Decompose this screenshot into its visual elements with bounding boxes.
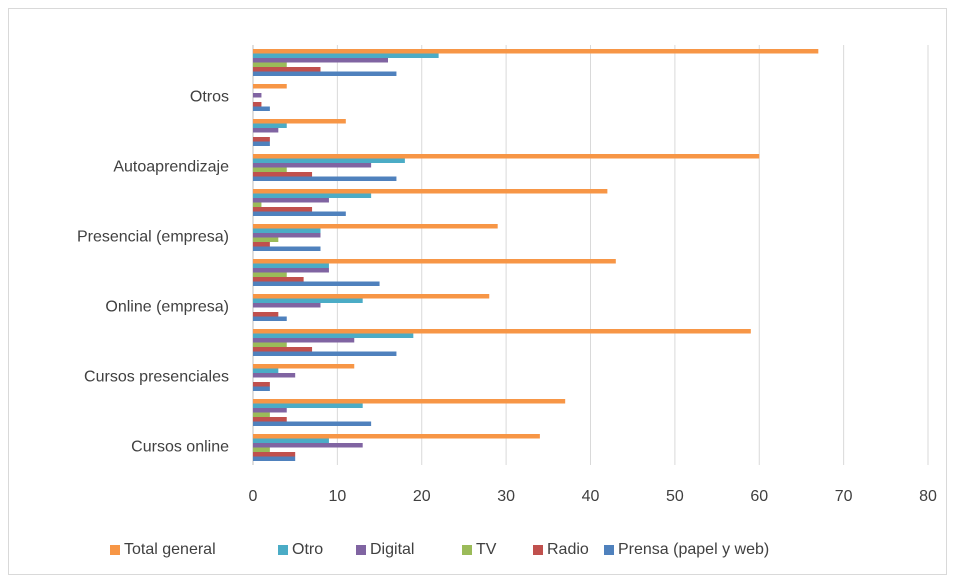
- bar: [253, 316, 287, 321]
- bar: [253, 93, 262, 98]
- x-tick-label: 0: [249, 488, 258, 505]
- x-tick-label: 60: [750, 488, 768, 505]
- legend-label: Otro: [292, 541, 323, 558]
- x-tick-label: 10: [328, 488, 346, 505]
- bar: [253, 438, 329, 443]
- bar: [253, 386, 270, 391]
- y-tick-label: Autoaprendizaje: [113, 159, 229, 176]
- bar: [253, 368, 279, 373]
- x-tick-label: 30: [497, 488, 515, 505]
- bar: [253, 233, 321, 238]
- bar: [253, 167, 287, 172]
- x-tick-label: 80: [919, 488, 937, 505]
- bar: [253, 447, 270, 452]
- bar: [253, 224, 498, 229]
- bar: [253, 53, 439, 58]
- bar: [253, 123, 287, 128]
- bar: [253, 228, 321, 233]
- bar: [253, 456, 296, 461]
- bar: [253, 163, 372, 168]
- bar: [253, 403, 363, 408]
- chart-frame: [8, 8, 947, 575]
- bar: [253, 268, 329, 273]
- bar: [253, 281, 380, 286]
- legend-label: Digital: [370, 541, 414, 558]
- bar: [253, 71, 397, 76]
- bar: [253, 408, 287, 413]
- legend-swatch: [533, 545, 543, 555]
- bar: [253, 62, 287, 67]
- bar: [253, 294, 490, 299]
- bar: [253, 342, 287, 347]
- bar: [253, 242, 270, 247]
- bar: [253, 106, 270, 111]
- bar: [253, 211, 346, 216]
- bar: [253, 417, 287, 422]
- legend-label: TV: [476, 541, 497, 558]
- x-tick-label: 50: [666, 488, 684, 505]
- bar: [253, 277, 304, 282]
- bar: [253, 434, 540, 439]
- legend-label: Total general: [124, 541, 216, 558]
- bar: [253, 412, 270, 417]
- bar: [253, 207, 313, 212]
- bar: [253, 58, 388, 63]
- y-tick-label: Presencial (empresa): [77, 229, 229, 246]
- legend-swatch: [462, 545, 472, 555]
- bar: [253, 198, 329, 203]
- legend-swatch: [278, 545, 288, 555]
- bar: [253, 338, 355, 343]
- bar: [253, 421, 372, 426]
- bar: [253, 259, 616, 264]
- bar: [253, 84, 287, 89]
- bar: [253, 263, 329, 268]
- legend-swatch: [604, 545, 614, 555]
- bar: [253, 141, 270, 146]
- bar: [253, 154, 760, 159]
- bar: [253, 312, 279, 317]
- bar: [253, 128, 279, 133]
- bar: [253, 443, 363, 448]
- bar: [253, 102, 262, 107]
- y-tick-label: Cursos presenciales: [84, 369, 229, 386]
- bar: [253, 373, 296, 378]
- y-tick-label: Cursos online: [131, 439, 229, 456]
- bar: [253, 202, 262, 207]
- bar: [253, 176, 397, 181]
- legend-label: Radio: [547, 541, 589, 558]
- bar: [253, 364, 355, 369]
- bar: [253, 329, 751, 334]
- bar: [253, 67, 321, 72]
- bar: [253, 303, 321, 308]
- bar: [253, 382, 270, 387]
- bar: [253, 272, 287, 277]
- legend-swatch: [356, 545, 366, 555]
- bar: [253, 452, 296, 457]
- x-tick-label: 70: [835, 488, 853, 505]
- x-tick-label: 40: [582, 488, 600, 505]
- bar: [253, 237, 279, 242]
- bar: [253, 333, 414, 338]
- legend-swatch: [110, 545, 120, 555]
- legend-label: Prensa (papel y web): [618, 541, 769, 558]
- bar: [253, 399, 566, 404]
- bar: [253, 137, 270, 142]
- bar: [253, 49, 819, 54]
- x-tick-label: 20: [413, 488, 431, 505]
- bar: [253, 189, 608, 194]
- bar: [253, 246, 321, 251]
- bar: [253, 158, 405, 163]
- bar: [253, 347, 313, 352]
- y-tick-label: Otros: [190, 89, 229, 106]
- y-tick-label: Online (empresa): [105, 299, 229, 316]
- bar: [253, 298, 363, 303]
- bar: [253, 172, 313, 177]
- bar: [253, 351, 397, 356]
- bar: [253, 119, 346, 124]
- bar: [253, 193, 372, 198]
